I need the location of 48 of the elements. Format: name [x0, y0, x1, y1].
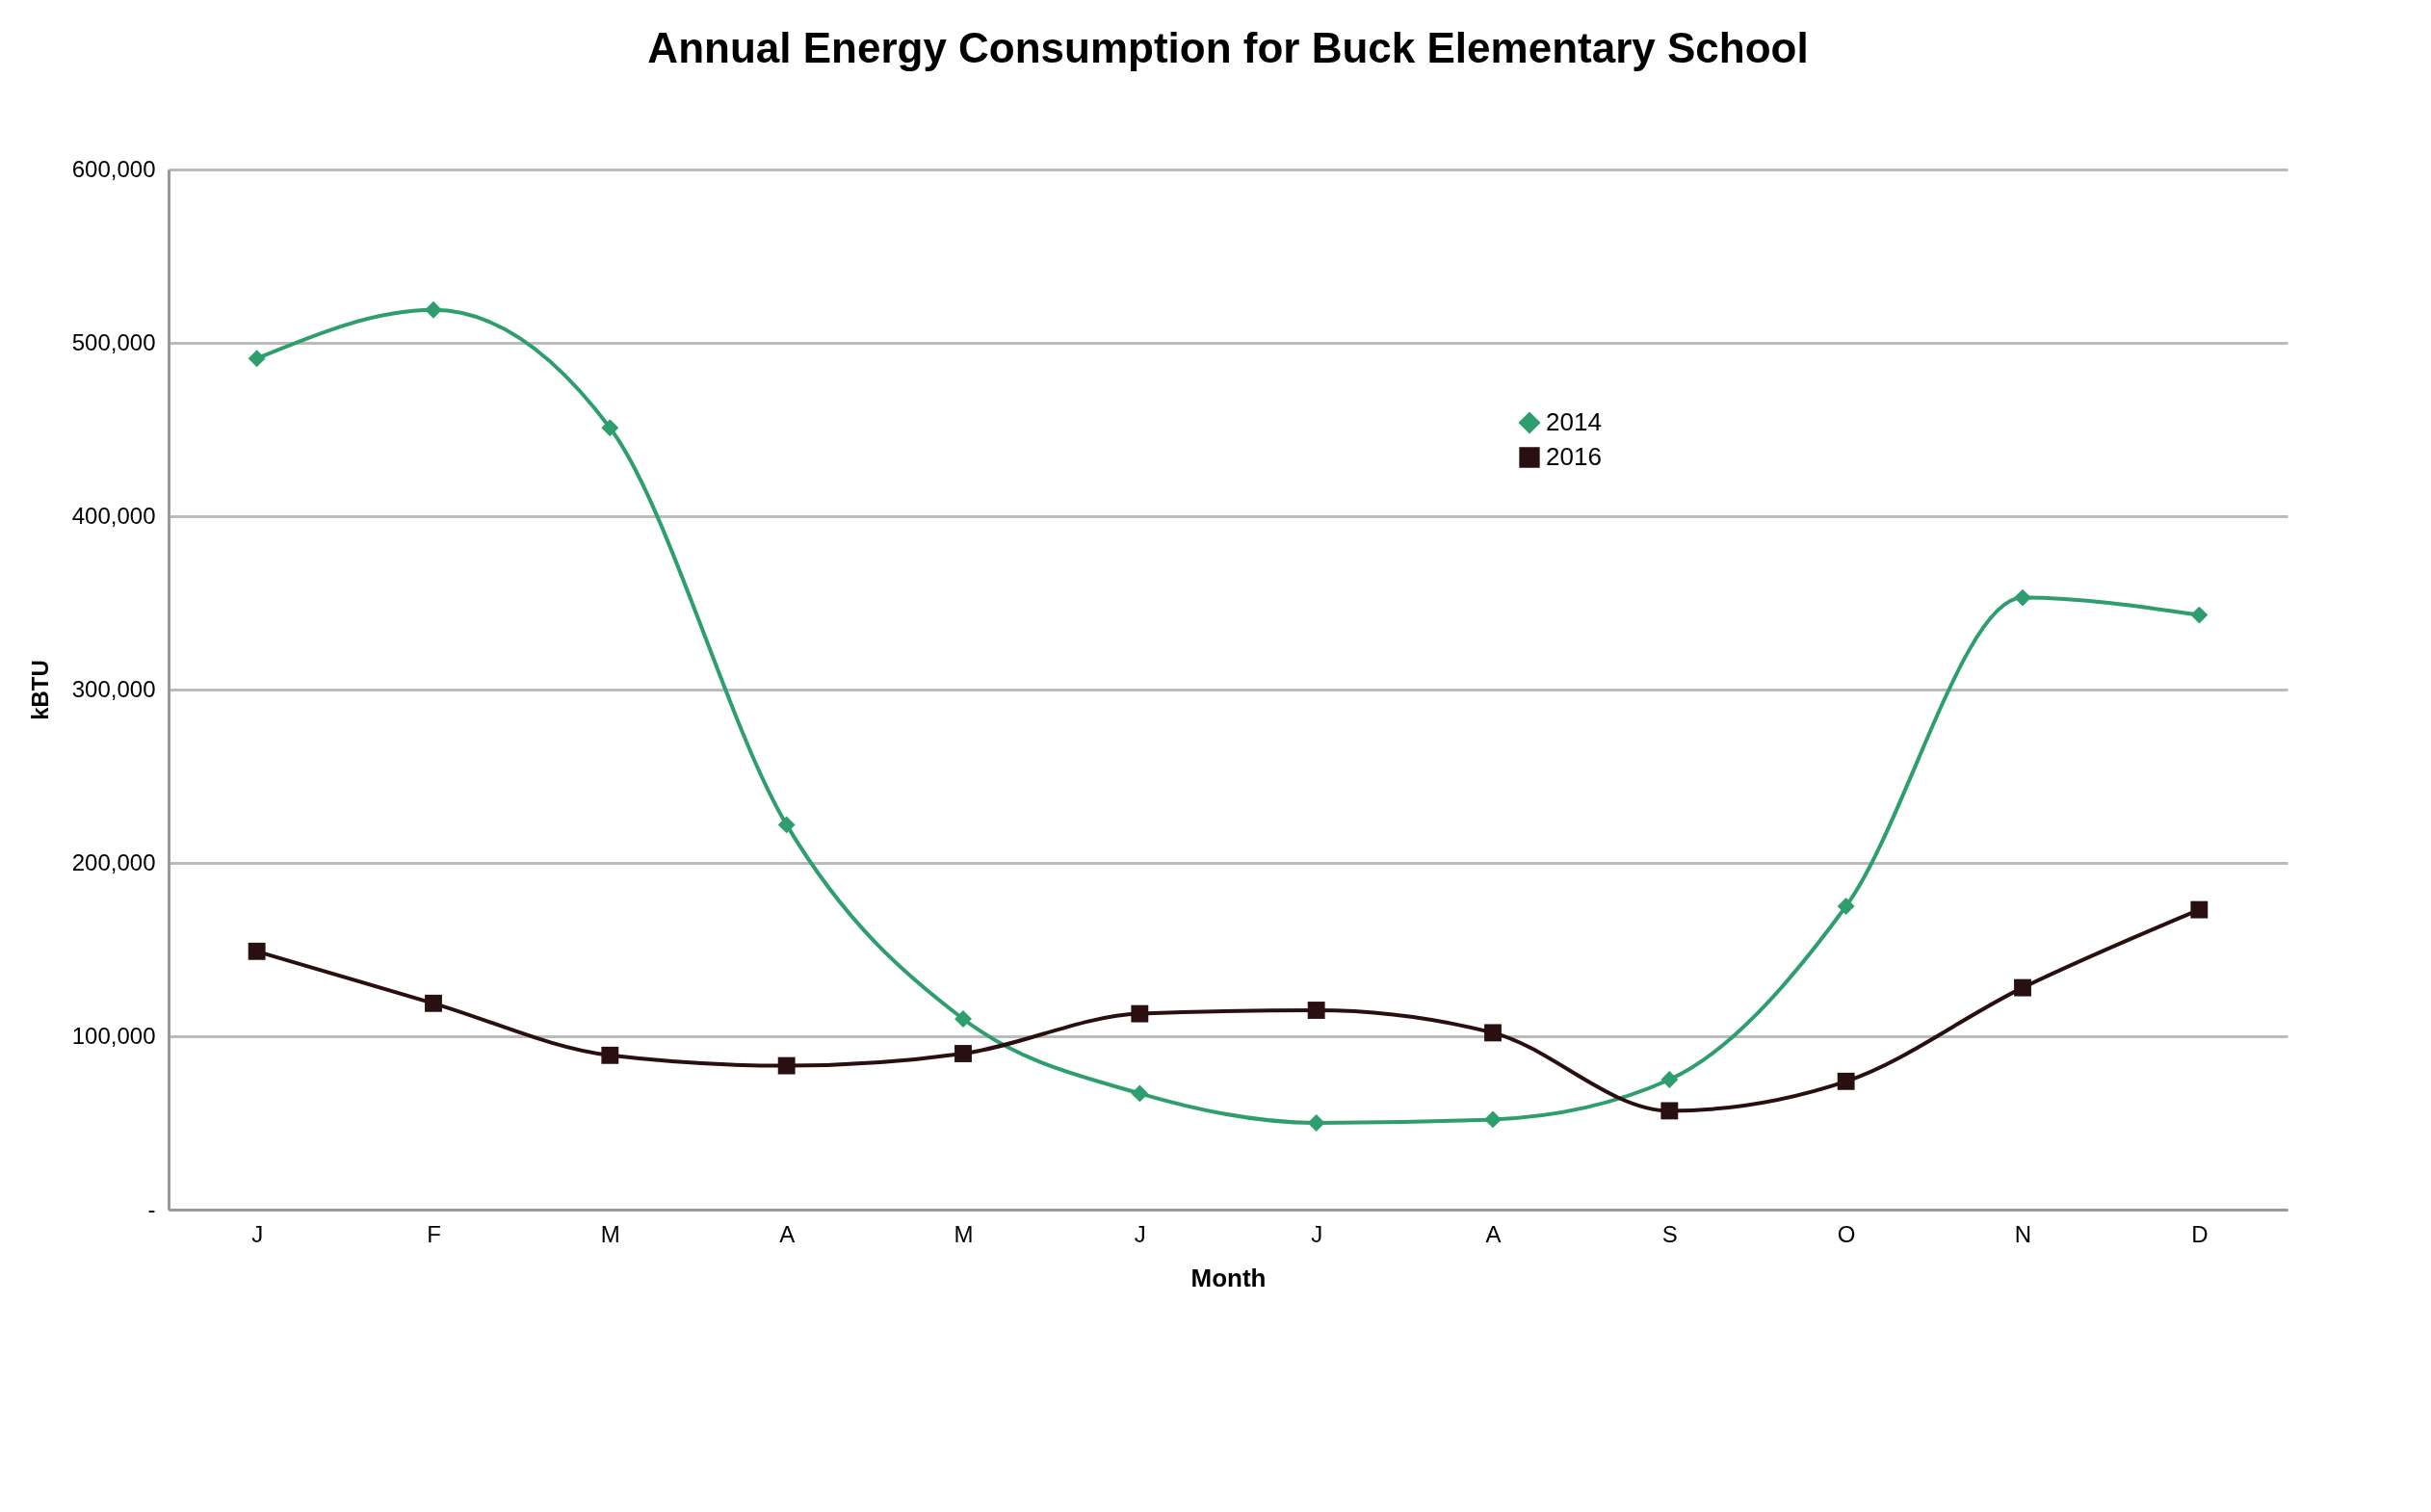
y-axis-title: kBTU: [26, 660, 53, 720]
y-tick-label: 400,000: [71, 502, 156, 529]
x-tick-label: N: [2014, 1220, 2032, 1247]
point: [248, 942, 266, 960]
point: [1837, 1072, 1855, 1090]
legend-label: 2014: [1546, 407, 1602, 436]
y-tick-label: -: [147, 1195, 156, 1222]
x-tick-label: O: [1837, 1220, 1856, 1247]
x-tick-label: A: [1485, 1220, 1502, 1247]
point: [1484, 1024, 1502, 1042]
x-tick-label: M: [600, 1220, 620, 1247]
point: [2014, 978, 2031, 997]
point: [2014, 588, 2031, 607]
x-tick-label: S: [1661, 1220, 1678, 1247]
y-tick-label: 500,000: [71, 328, 156, 355]
y-tick-label: 200,000: [71, 848, 156, 875]
x-tick-label: J: [1134, 1220, 1146, 1247]
x-tick-label: D: [2191, 1220, 2209, 1247]
point: [1131, 1004, 1149, 1023]
point: [1131, 1084, 1149, 1103]
y-tick-label: 100,000: [71, 1022, 156, 1049]
point: [1484, 1110, 1502, 1129]
point: [1307, 1002, 1325, 1019]
point: [425, 300, 442, 319]
point: [1660, 1071, 1679, 1088]
point: [954, 1045, 972, 1062]
y-tick-label: 600,000: [71, 155, 156, 182]
y-tick-label: 300,000: [71, 675, 156, 702]
point: [1307, 1114, 1325, 1132]
x-axis-title: Month: [1190, 1263, 1267, 1292]
chart-title: Annual Energy Consumption for Buck Elementary School: [647, 24, 1809, 71]
point: [2190, 606, 2209, 624]
point: [1837, 898, 1855, 915]
point: [425, 994, 442, 1012]
point: [601, 419, 619, 437]
point: [248, 350, 266, 368]
legend-label: 2016: [1546, 442, 1602, 471]
point: [601, 1046, 619, 1064]
point: [1660, 1102, 1679, 1120]
point: [777, 1056, 796, 1075]
x-tick-label: J: [1311, 1220, 1323, 1247]
point: [2190, 900, 2209, 919]
x-tick-label: F: [427, 1220, 441, 1247]
x-tick-label: M: [954, 1220, 974, 1247]
point: [954, 1010, 972, 1028]
x-tick-label: J: [251, 1220, 264, 1247]
x-tick-label: A: [779, 1220, 796, 1247]
point: [777, 816, 796, 834]
